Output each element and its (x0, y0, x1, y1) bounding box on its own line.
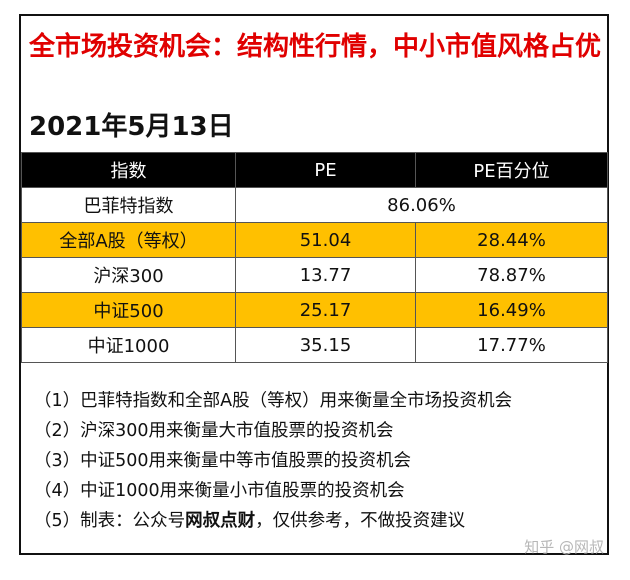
note-item-source: （5）制表：公众号网叔点财，仅供参考，不做投资建议 (34, 506, 512, 536)
index-name: 中证500 (21, 292, 236, 328)
page-title: 全市场投资机会：结构性行情，中小市值风格占优 (29, 32, 602, 62)
pe-percentile: 17.77% (415, 327, 608, 363)
pe-value: 35.15 (235, 327, 416, 363)
pe-value: 51.04 (235, 222, 416, 258)
pe-percentile: 28.44% (415, 222, 608, 258)
buffett-value: 86.06% (235, 187, 608, 223)
table-row: 全部A股（等权） 51.04 28.44% (21, 222, 608, 258)
note-item: （3）中证500用来衡量中等市值股票的投资机会 (34, 451, 412, 471)
header-pe-percentile: PE百分位 (415, 152, 608, 188)
table-header-row: 指数 PE PE百分位 (21, 152, 608, 188)
valuation-table: 指数 PE PE百分位 巴菲特指数 86.06% 全部A股（等权） 51.04 … (21, 152, 608, 363)
pe-value: 25.17 (235, 292, 416, 328)
table-row: 中证500 25.17 16.49% (21, 292, 608, 328)
table-row-buffett: 巴菲特指数 86.06% (21, 187, 608, 223)
pe-percentile: 16.49% (415, 292, 608, 328)
table-row: 中证1000 35.15 17.77% (21, 327, 608, 363)
pe-value: 13.77 (235, 257, 416, 293)
index-name: 沪深300 (21, 257, 236, 293)
pe-percentile: 78.87% (415, 257, 608, 293)
note-item: （4）中证1000用来衡量小市值股票的投资机会 (34, 481, 405, 501)
header-index: 指数 (21, 152, 236, 188)
index-name: 巴菲特指数 (21, 187, 236, 223)
note-source-suffix: ，仅供参考，不做投资建议 (255, 511, 466, 531)
note-item: （2）沪深300用来衡量大市值股票的投资机会 (34, 421, 394, 441)
notes-list: （1）巴菲特指数和全部A股（等权）用来衡量全市场投资机会 （2）沪深300用来衡… (34, 386, 512, 536)
note-source-prefix: （5）制表：公众号 (34, 511, 186, 531)
account-name: 网叔点财 (185, 511, 256, 531)
index-name: 全部A股（等权） (21, 222, 236, 258)
note-item: （1）巴菲特指数和全部A股（等权）用来衡量全市场投资机会 (34, 391, 513, 411)
header-pe: PE (235, 152, 416, 188)
table-row: 沪深300 13.77 78.87% (21, 257, 608, 293)
index-name: 中证1000 (21, 327, 236, 363)
date-heading: 2021年5月13日 (29, 112, 234, 142)
watermark: 知乎 @网叔 (524, 538, 604, 556)
summary-card: 全市场投资机会：结构性行情，中小市值风格占优 2021年5月13日 指数 PE … (19, 14, 609, 555)
